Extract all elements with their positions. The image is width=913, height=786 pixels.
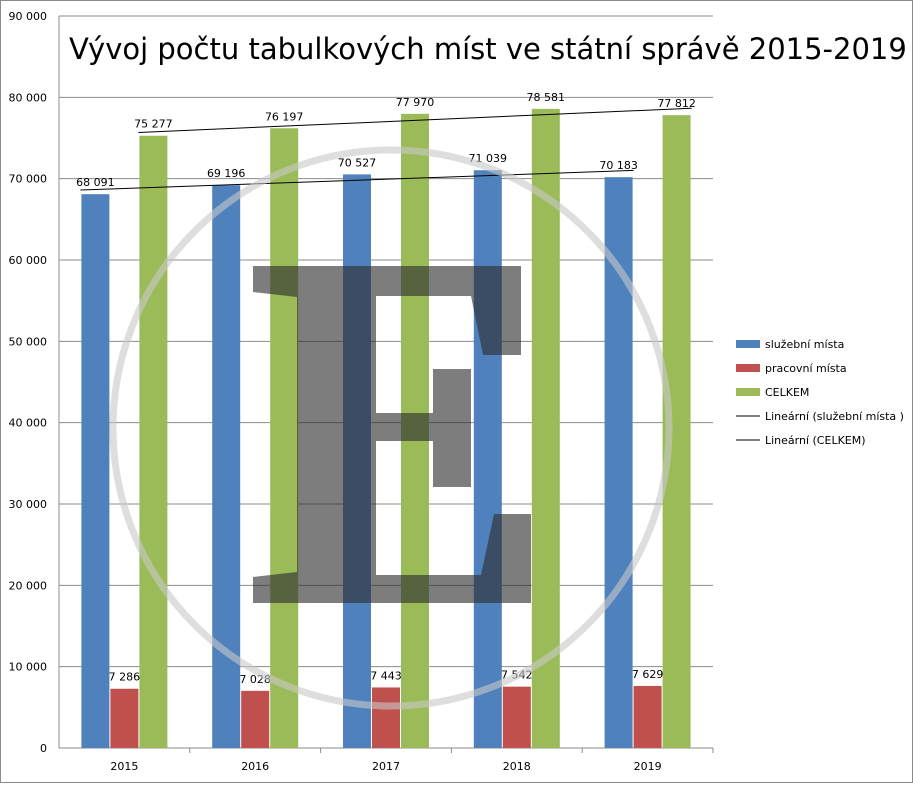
legend-swatch xyxy=(736,388,760,396)
legend: služební místa pracovní místa CELKEM Lineár… xyxy=(736,338,904,447)
y-tick-label: 10 000 xyxy=(9,661,48,674)
y-tick-label: 60 000 xyxy=(9,254,48,267)
x-tick-label: 2018 xyxy=(503,760,531,773)
y-tick-label: 70 000 xyxy=(9,173,48,186)
watermark-logo xyxy=(109,146,673,710)
legend-swatch xyxy=(736,340,760,348)
data-label: 76 197 xyxy=(265,110,304,123)
x-tick-label: 2019 xyxy=(634,760,662,773)
data-label: 7 443 xyxy=(370,669,402,682)
data-label: 77 812 xyxy=(657,97,696,110)
y-tick-label: 20 000 xyxy=(9,579,48,592)
bar xyxy=(139,135,168,748)
legend-label: služební místa xyxy=(765,338,844,351)
data-label: 7 286 xyxy=(109,671,141,684)
data-label: 70 527 xyxy=(338,156,377,169)
x-tick-label: 2015 xyxy=(110,760,138,773)
y-tick-label: 0 xyxy=(40,742,47,755)
trendline xyxy=(138,107,692,133)
data-label: 68 091 xyxy=(76,176,115,189)
bar xyxy=(81,194,110,748)
bar xyxy=(241,690,270,748)
data-label: 75 277 xyxy=(134,118,173,131)
chart-title: Vývoj počtu tabulkových míst ve státní s… xyxy=(69,32,907,66)
y-tick-label: 50 000 xyxy=(9,335,48,348)
legend-label: CELKEM xyxy=(765,386,809,399)
y-axis: 0 10 000 20 000 30 000 40 000 50 000 60 000 70 … xyxy=(9,10,714,773)
x-tick-label: 2016 xyxy=(241,760,269,773)
data-label: 7 629 xyxy=(632,668,664,681)
x-tick-label: 2017 xyxy=(372,760,400,773)
data-label: 78 581 xyxy=(527,91,566,104)
bar xyxy=(110,688,139,748)
bar xyxy=(633,685,662,748)
y-tick-label: 40 000 xyxy=(9,417,48,430)
bar xyxy=(473,170,502,749)
bar xyxy=(372,687,400,748)
legend-swatch xyxy=(736,364,760,372)
data-label: 77 970 xyxy=(396,96,435,109)
trendlines xyxy=(80,107,692,191)
legend-label: Lineární (CELKEM) xyxy=(765,434,866,447)
y-tick-label: 80 000 xyxy=(9,91,48,104)
data-label: 69 196 xyxy=(207,167,246,180)
bar xyxy=(502,686,531,748)
y-tick-label: 90 000 xyxy=(9,10,48,23)
bar xyxy=(212,185,241,748)
y-tick-label: 30 000 xyxy=(9,498,48,511)
legend-label: Lineární (služební místa ) xyxy=(765,410,904,423)
bar xyxy=(531,108,560,749)
bar xyxy=(270,128,299,748)
trendline xyxy=(80,169,634,191)
legend-label: pracovní místa xyxy=(765,362,847,375)
data-label: 70 183 xyxy=(599,159,638,172)
